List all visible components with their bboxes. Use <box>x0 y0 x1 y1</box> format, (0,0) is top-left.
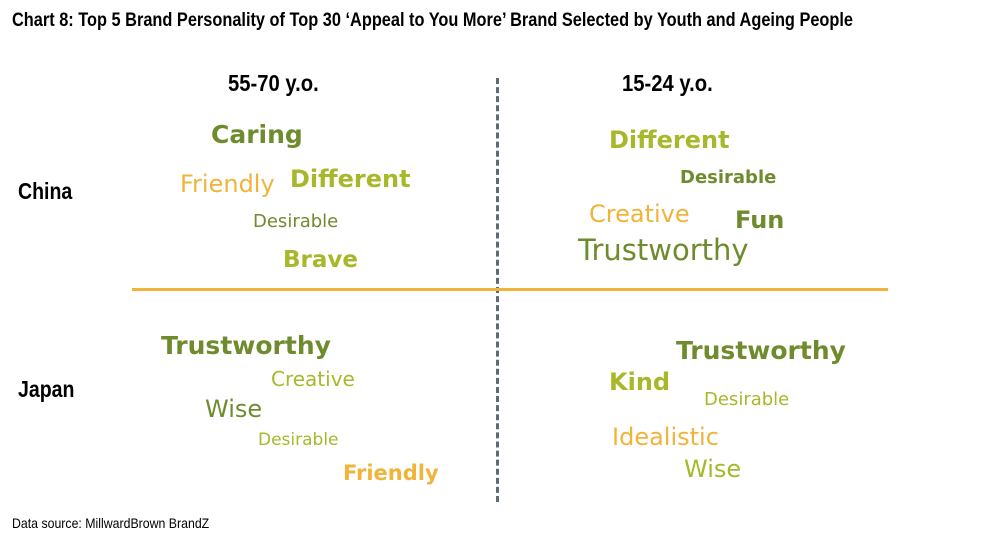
chart-title: Chart 8: Top 5 Brand Personality of Top … <box>12 10 854 31</box>
word-japan-old-desirable: Desirable <box>258 430 339 450</box>
word-china-young-creative: Creative <box>589 200 690 228</box>
word-japan-old-trustworthy: Trustworthy <box>161 331 331 360</box>
word-japan-young-kind: Kind <box>609 368 671 396</box>
word-japan-old-creative: Creative <box>271 367 355 391</box>
word-japan-young-wise: Wise <box>684 455 742 483</box>
row-header-japan: Japan <box>18 376 75 402</box>
column-header-15-24: 15-24 y.o. <box>622 70 713 96</box>
word-china-young-desirable: Desirable <box>680 167 777 188</box>
horizontal-divider <box>132 288 888 291</box>
word-japan-young-idealistic: Idealistic <box>612 423 719 451</box>
data-source-note: Data source: MillwardBrown BrandZ <box>12 515 210 531</box>
word-china-old-caring: Caring <box>211 120 303 149</box>
word-china-old-desirable: Desirable <box>253 211 339 232</box>
word-japan-old-friendly: Friendly <box>343 461 439 485</box>
word-china-young-trustworthy: Trustworthy <box>578 233 749 267</box>
word-china-old-friendly: Friendly <box>180 170 275 198</box>
word-china-old-brave: Brave <box>283 247 358 273</box>
word-japan-old-wise: Wise <box>205 395 263 423</box>
word-china-young-fun: Fun <box>735 206 785 234</box>
column-header-55-70: 55-70 y.o. <box>228 70 319 96</box>
word-japan-young-desirable: Desirable <box>704 389 790 410</box>
word-china-old-different: Different <box>290 165 411 193</box>
word-china-young-different: Different <box>609 126 730 154</box>
row-header-china: China <box>18 178 73 204</box>
word-japan-young-trustworthy: Trustworthy <box>676 336 846 365</box>
